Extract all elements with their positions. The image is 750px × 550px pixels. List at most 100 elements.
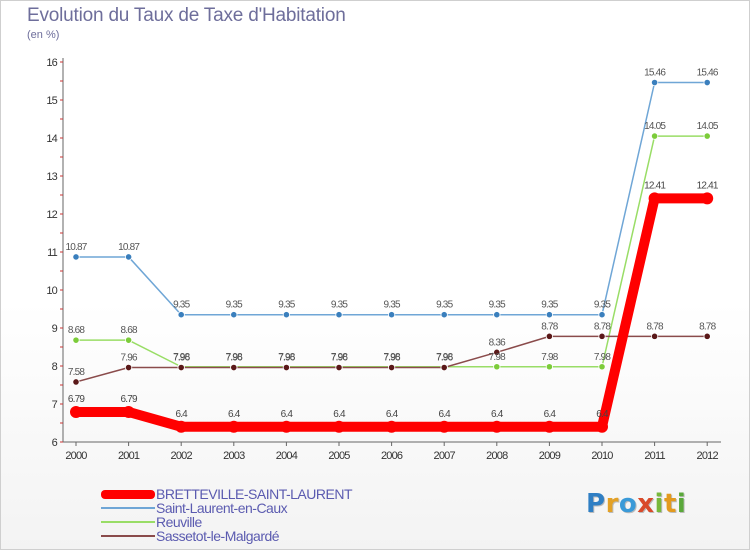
data-label: 9.35: [541, 300, 559, 311]
series-line-2: [75, 135, 708, 368]
data-point: [701, 192, 714, 205]
legend-swatch: [101, 521, 155, 523]
data-label: 15.46: [644, 68, 666, 79]
data-label: 8.78: [594, 321, 612, 332]
data-label: 7.98: [541, 352, 559, 363]
data-point: [280, 420, 293, 433]
data-label: 6.4: [491, 409, 504, 420]
y-tick-label: 6: [52, 437, 58, 449]
y-tick-label: 11: [47, 247, 58, 259]
x-tick-label: 2010: [591, 450, 613, 462]
data-point: [545, 363, 554, 371]
legend-item: Sassetot-le-Malgardé: [101, 529, 501, 543]
y-tick-label: 7: [52, 399, 58, 411]
data-label: 6.4: [228, 409, 241, 420]
data-label: 6.4: [281, 409, 294, 420]
data-label: 7.96: [226, 353, 244, 364]
data-label: 7.96: [383, 353, 401, 364]
data-label: 9.35: [278, 300, 296, 311]
data-point: [72, 378, 80, 386]
y-tick-label: 14: [46, 133, 57, 145]
data-label: 8.78: [699, 321, 717, 332]
data-label: 7.58: [68, 367, 86, 378]
x-tick-label: 2011: [644, 450, 665, 462]
logo-letter: i: [676, 489, 687, 519]
proxiti-logo: Proxiti: [586, 489, 686, 519]
data-label: 7.96: [331, 353, 349, 364]
x-tick-label: 2008: [486, 450, 508, 462]
data-point: [493, 348, 501, 356]
data-point: [545, 332, 554, 340]
data-point: [122, 405, 135, 418]
data-label: 15.46: [697, 68, 719, 79]
data-point: [230, 363, 238, 372]
legend-swatch: [101, 535, 155, 537]
data-label: 6.4: [438, 409, 451, 420]
unit-label: (en %): [27, 29, 60, 41]
data-point: [125, 336, 133, 344]
data-point: [650, 332, 659, 340]
data-label: 6.4: [386, 409, 399, 420]
legend-item: Reuville: [101, 515, 501, 529]
x-tick-label: 2004: [276, 450, 298, 462]
data-point: [598, 311, 606, 319]
legend-swatch: [101, 489, 155, 499]
data-label: 6.4: [596, 409, 609, 420]
data-point: [703, 332, 711, 340]
data-point: [650, 132, 659, 140]
data-label: 8.78: [541, 321, 559, 332]
x-tick-label: 2012: [697, 450, 719, 462]
data-point: [438, 420, 451, 433]
x-tick-label: 2007: [434, 450, 456, 462]
data-label: 7.98: [436, 352, 454, 363]
data-label: 9.35: [489, 300, 507, 311]
data-label: 8.78: [646, 321, 664, 332]
legend-label: Sassetot-le-Malgardé: [156, 528, 280, 544]
y-tick-label: 9: [52, 323, 58, 335]
data-point: [72, 253, 80, 261]
data-label: 7.96: [120, 353, 138, 364]
data-label: 7.98: [331, 352, 349, 363]
data-point: [175, 420, 188, 433]
data-point: [598, 363, 606, 371]
data-point: [227, 420, 240, 433]
data-point: [596, 420, 608, 433]
logo-letter: o: [618, 489, 638, 519]
data-point: [385, 420, 398, 433]
data-point: [333, 420, 345, 433]
data-label: 9.35: [173, 300, 191, 311]
data-label: 8.36: [489, 337, 507, 348]
data-label: 9.35: [383, 300, 401, 311]
axes: 6 7 8 9 10 11 12 13 14 15 16 2000 2001 2002 2003 2004 20…: [46, 57, 721, 462]
legend-swatch: [101, 507, 155, 509]
data-point: [335, 311, 343, 319]
y-tick-label: 13: [46, 171, 57, 183]
data-point: [335, 363, 343, 372]
data-label: 9.35: [226, 300, 244, 311]
markers: [70, 78, 714, 433]
data-label: 7.96: [436, 353, 454, 364]
data-label: 6.79: [120, 394, 138, 405]
series-lines: [71, 81, 713, 432]
logo-letter: t: [663, 489, 677, 519]
data-label: 7.98: [489, 352, 507, 363]
data-point: [440, 311, 448, 319]
data-label: 7.96: [173, 353, 191, 364]
data-label: 10.87: [118, 242, 140, 253]
x-tick-label: 2005: [328, 450, 350, 462]
data-point: [493, 363, 501, 371]
data-label: 7.98: [173, 352, 191, 363]
data-point: [282, 311, 290, 319]
x-tick-label: 2006: [381, 450, 403, 462]
chart-title: Evolution du Taux de Taxe d'Habitation: [27, 5, 346, 26]
data-labels: 10.87 10.87 9.35 9.35 9.35 9.35 9.35 9.35 9.35 9.…: [65, 68, 719, 420]
x-tick-label: 2000: [65, 450, 87, 462]
data-label: 12.41: [644, 180, 666, 191]
data-label: 8.68: [68, 325, 86, 336]
data-point: [703, 132, 711, 140]
legend-label: BRETTEVILLE-SAINT-LAURENT: [156, 486, 353, 502]
data-point: [70, 405, 82, 418]
data-label: 7.98: [383, 352, 401, 363]
